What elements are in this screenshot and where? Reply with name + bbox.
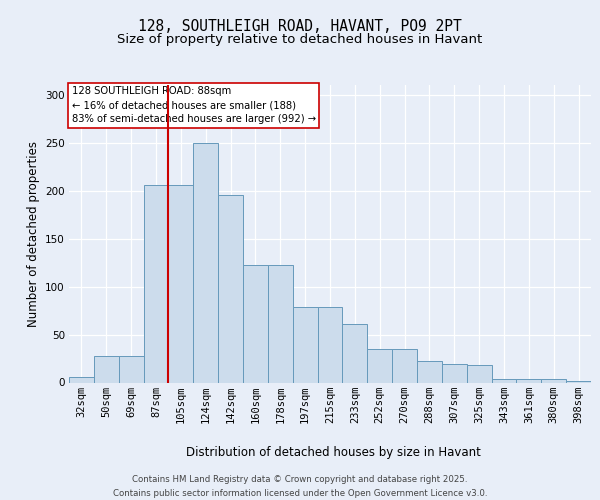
Text: 128 SOUTHLEIGH ROAD: 88sqm
← 16% of detached houses are smaller (188)
83% of sem: 128 SOUTHLEIGH ROAD: 88sqm ← 16% of deta… — [71, 86, 316, 124]
Bar — [69, 376, 94, 382]
Y-axis label: Number of detached properties: Number of detached properties — [26, 141, 40, 327]
Bar — [169, 185, 193, 382]
Bar — [517, 378, 541, 382]
Bar — [367, 349, 392, 382]
Bar — [293, 306, 317, 382]
Bar — [541, 378, 566, 382]
Bar — [143, 185, 169, 382]
Bar — [317, 306, 343, 382]
Bar — [268, 266, 293, 382]
Bar — [392, 349, 417, 382]
Text: 128, SOUTHLEIGH ROAD, HAVANT, PO9 2PT: 128, SOUTHLEIGH ROAD, HAVANT, PO9 2PT — [138, 19, 462, 34]
Bar — [94, 356, 119, 382]
Bar — [218, 196, 243, 382]
Text: Size of property relative to detached houses in Havant: Size of property relative to detached ho… — [118, 32, 482, 46]
Text: Contains HM Land Registry data © Crown copyright and database right 2025.
Contai: Contains HM Land Registry data © Crown c… — [113, 476, 487, 498]
Bar — [193, 142, 218, 382]
Text: Distribution of detached houses by size in Havant: Distribution of detached houses by size … — [185, 446, 481, 459]
Bar — [243, 266, 268, 382]
Bar — [442, 364, 467, 382]
Bar — [417, 362, 442, 382]
Bar — [491, 378, 517, 382]
Bar — [566, 380, 591, 382]
Bar — [343, 324, 367, 382]
Bar — [119, 356, 143, 382]
Bar — [467, 365, 491, 382]
